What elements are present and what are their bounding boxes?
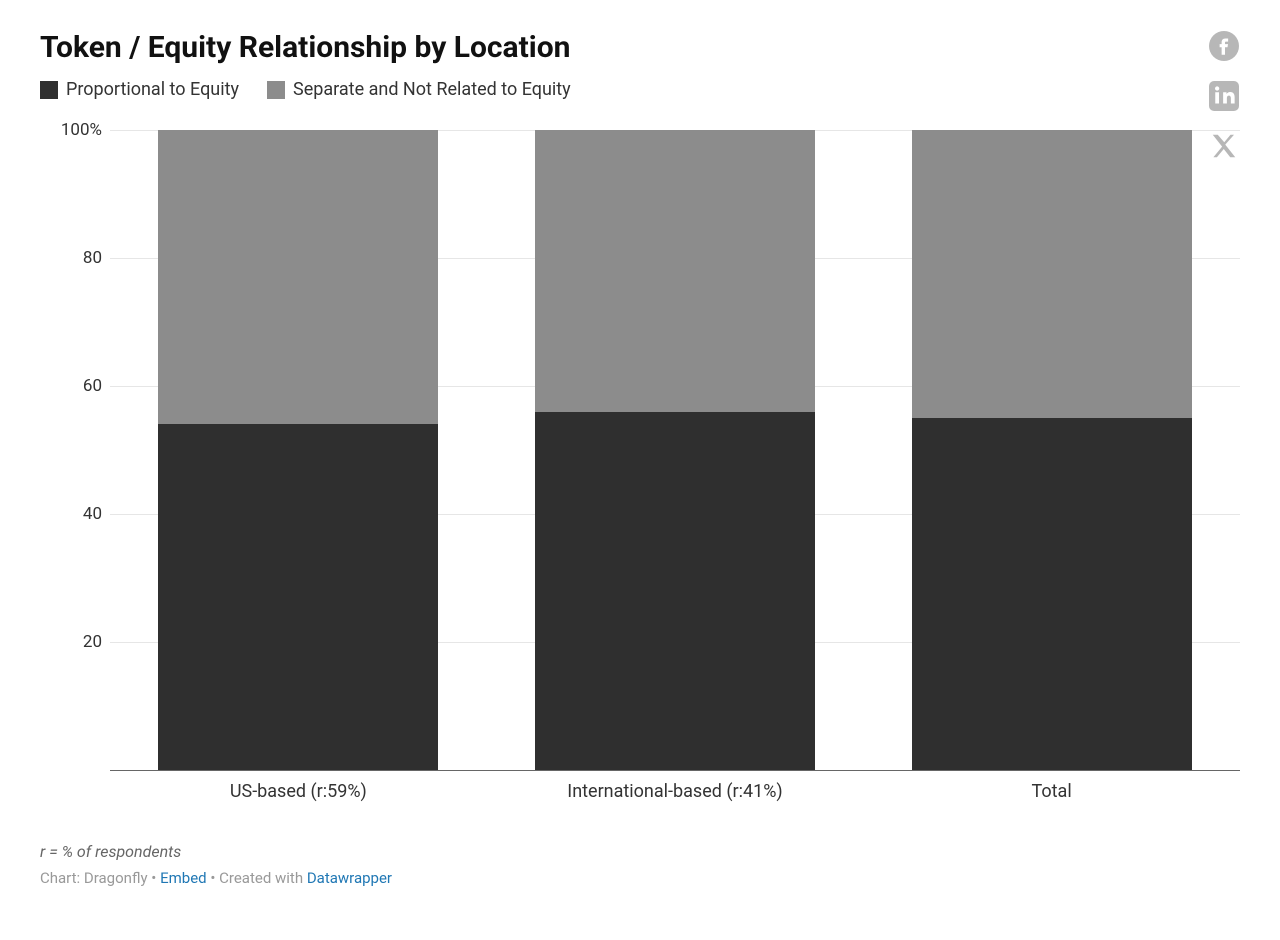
legend-swatch [267, 81, 285, 99]
chart-container: Token / Equity Relationship by Location … [40, 30, 1240, 887]
legend-swatch [40, 81, 58, 99]
legend-label: Proportional to Equity [66, 79, 239, 100]
bar-segment [912, 418, 1192, 770]
bar-segment [158, 424, 438, 770]
stacked-bar [535, 130, 815, 770]
bar-segment [535, 412, 815, 770]
legend-item: Separate and Not Related to Equity [267, 79, 571, 100]
bar-column [110, 130, 487, 770]
datawrapper-link[interactable]: Datawrapper [307, 869, 392, 887]
credits: Chart: Dragonfly • Embed • Created with … [40, 869, 1240, 887]
x-tick-label: Total [863, 781, 1240, 802]
y-tick-label: 60 [60, 376, 102, 396]
facebook-icon[interactable] [1208, 30, 1240, 62]
y-tick-label: 40 [60, 504, 102, 524]
credits-source: Chart: Dragonfly [40, 869, 148, 887]
stacked-bar [912, 130, 1192, 770]
bars [110, 130, 1240, 770]
chart: 100%80604020 US-based (r:59%)Internation… [40, 130, 1240, 802]
bar-column [487, 130, 864, 770]
embed-link[interactable]: Embed [160, 869, 207, 887]
y-tick-label: 80 [60, 248, 102, 268]
y-tick-label: 100% [60, 120, 102, 140]
y-tick-label: 20 [60, 632, 102, 652]
legend: Proportional to Equity Separate and Not R… [40, 79, 1240, 100]
legend-label: Separate and Not Related to Equity [293, 79, 571, 100]
x-tick-label: International-based (r:41%) [487, 781, 864, 802]
chart-title: Token / Equity Relationship by Location [40, 30, 1240, 65]
plot-area: 100%80604020 [110, 130, 1240, 770]
bar-segment [912, 130, 1192, 418]
bar-segment [158, 130, 438, 424]
stacked-bar [158, 130, 438, 770]
credits-mid: Created with [219, 869, 303, 887]
footnote: r = % of respondents [40, 842, 1240, 861]
x-axis: US-based (r:59%)International-based (r:4… [110, 770, 1240, 802]
legend-item: Proportional to Equity [40, 79, 239, 100]
x-tick-label: US-based (r:59%) [110, 781, 487, 802]
linkedin-icon[interactable] [1208, 80, 1240, 112]
bar-segment [535, 130, 815, 412]
bar-column [863, 130, 1240, 770]
